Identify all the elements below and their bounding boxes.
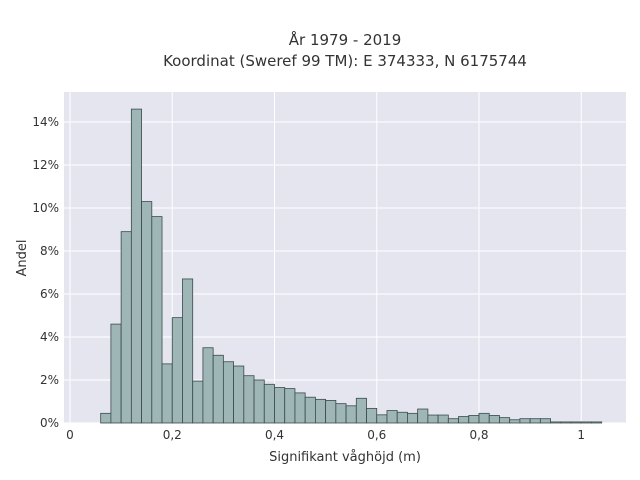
x-tick-label: 0,2 <box>163 428 182 442</box>
histogram-bar <box>427 414 439 424</box>
histogram-bar <box>539 418 551 424</box>
histogram-bar <box>202 347 214 424</box>
histogram-bar <box>529 418 541 424</box>
histogram-bar <box>182 278 194 424</box>
histogram-bar <box>509 419 521 424</box>
histogram-bar <box>345 405 357 424</box>
histogram-bar <box>417 408 429 424</box>
y-tick-label: 6% <box>40 287 59 301</box>
histogram-bar <box>478 412 490 424</box>
histogram-bar <box>591 421 603 424</box>
histogram-bar <box>335 403 347 424</box>
histogram-bar <box>294 392 306 424</box>
histogram-bar <box>171 317 183 424</box>
histogram-bar <box>314 398 327 424</box>
histogram-bar <box>499 417 511 424</box>
histogram-bar <box>263 383 275 424</box>
histogram-bar <box>355 397 367 424</box>
bars-group <box>100 108 603 424</box>
x-tick-labels: 0 0,2 0,4 0,6 0,8 1 <box>66 428 585 442</box>
histogram-bar <box>488 415 500 424</box>
histogram-bar <box>396 411 408 424</box>
histogram-bar <box>212 354 224 424</box>
histogram-bar <box>120 231 132 424</box>
histogram-bar <box>141 201 153 424</box>
histogram-bar <box>243 375 255 424</box>
histogram-bar <box>233 365 245 424</box>
x-tick-label: 0,8 <box>469 428 488 442</box>
y-tick-label: 10% <box>32 201 59 215</box>
y-tick-labels: 0% 2% 4% 6% 8% 10% 12% 14% <box>32 115 59 430</box>
y-tick-label: 8% <box>40 244 59 258</box>
histogram-bar <box>570 421 582 424</box>
x-axis-title: Signifikant våghöjd (m) <box>269 450 421 465</box>
histogram-bar <box>161 363 173 424</box>
y-axis-title: Andel <box>15 240 30 277</box>
x-tick-label: 0,6 <box>367 428 386 442</box>
histogram-bar <box>222 361 234 424</box>
histogram-bar <box>284 388 296 424</box>
y-tick-label: 0% <box>40 416 59 430</box>
histogram-bar <box>304 396 316 424</box>
histogram-bar <box>110 323 122 424</box>
histogram-bar <box>386 410 398 424</box>
y-tick-label: 2% <box>40 373 59 387</box>
chart-title-line1: År 1979 - 2019 <box>289 30 402 49</box>
histogram-bar <box>437 414 449 424</box>
histogram-bar <box>550 421 562 424</box>
histogram-bar <box>447 418 459 424</box>
histogram-bar <box>376 414 388 424</box>
histogram-bar <box>253 379 265 424</box>
histogram-bar <box>560 421 572 424</box>
x-tick-label: 1 <box>577 428 585 442</box>
histogram-bar <box>192 380 204 424</box>
y-tick-label: 4% <box>40 330 59 344</box>
y-tick-label: 14% <box>32 115 59 129</box>
histogram-bar <box>458 416 470 424</box>
histogram-bar <box>407 412 419 424</box>
histogram-bar <box>366 407 378 424</box>
histogram-bar <box>580 421 592 424</box>
histogram-bar <box>519 418 531 424</box>
x-tick-label: 0,4 <box>265 428 284 442</box>
histogram-bar <box>468 415 480 424</box>
histogram-bar <box>325 400 337 424</box>
histogram-bar <box>151 216 163 424</box>
histogram-bar <box>274 387 286 424</box>
histogram-bar <box>100 412 112 424</box>
x-tick-label: 0 <box>66 428 74 442</box>
histogram-bar <box>130 108 142 424</box>
y-tick-label: 12% <box>32 158 59 172</box>
chart-title-line2: Koordinat (Sweref 99 TM): E 374333, N 61… <box>163 52 527 70</box>
